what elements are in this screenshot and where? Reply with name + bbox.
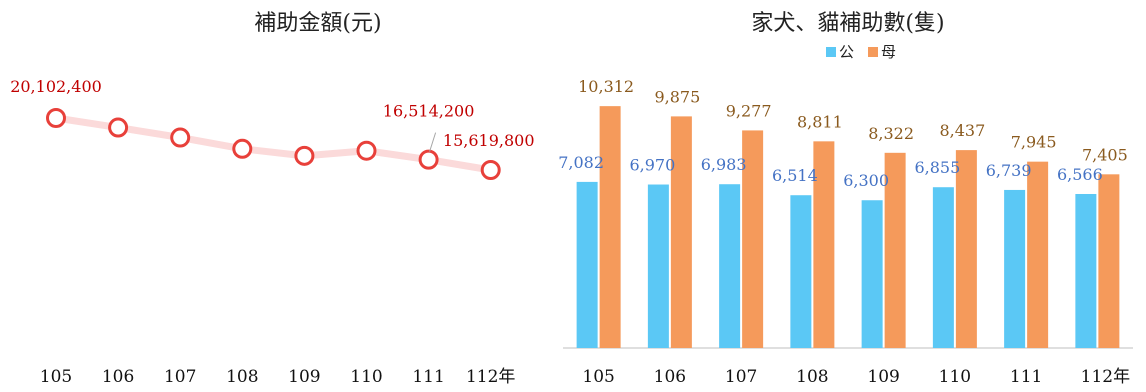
data-label-leader-line [429,132,437,152]
bar [599,106,621,349]
bar [647,184,669,348]
line-point [46,108,66,128]
line-point [232,138,253,159]
bar-x-tick-label: 109 [867,367,899,387]
bar [861,200,883,348]
line-x-axis-ticks: 105 106 107 108 109 110 111 112年 [40,367,516,387]
bar [670,116,692,349]
bar-data-label: 6,970 [629,156,675,175]
line-point [418,149,439,170]
bar [932,187,954,348]
line-series-group [46,108,501,180]
bar-data-label: 8,811 [797,112,843,131]
bar [1027,161,1049,348]
line-chart-title: 補助金額(元) [254,11,381,36]
line-point [480,160,501,180]
line-x-tick-label: 109 [288,367,320,387]
bar-chart-title: 家犬、貓補助數(隻) [751,11,944,36]
subsidy-line [52,114,495,174]
line-x-tick-label: 112年 [466,367,515,387]
line-x-tick-label: 107 [164,367,196,387]
bar-data-labels: 7,082 10,312 6,970 9,875 6,983 9,277 6,514 8,81… [558,77,1128,190]
legend-swatch [868,47,878,57]
legend-label: 公 [839,43,854,61]
line-point [170,127,191,148]
bar [955,150,977,348]
bars-group [576,106,1120,349]
bar-data-label: 6,739 [986,161,1032,180]
line-data-label: 15,619,800 [443,131,535,150]
bar-x-tick-label: 112年 [1081,367,1130,387]
bar-data-label: 6,855 [914,158,960,177]
bar [790,195,812,348]
pet-count-chart: 家犬、貓補助數(隻) 公母 7,08210,3126,9709,8756,983… [558,11,1133,387]
bar-legend: 公母 [826,43,896,61]
bar-data-label: 6,514 [772,166,818,185]
bar [1098,174,1120,348]
bar-data-label: 7,945 [1011,133,1057,152]
bar-x-tick-label: 108 [796,367,828,387]
bar-data-label: 6,983 [701,155,747,174]
bar-x-tick-label: 105 [582,367,614,387]
line-x-tick-label: 111 [412,367,444,387]
bar-x-tick-label: 111 [1010,367,1042,387]
line-x-tick-label: 108 [226,367,258,387]
bar-data-label: 6,300 [843,171,889,190]
bar-x-tick-label: 110 [939,367,971,387]
line-data-label: 20,102,400 [10,77,102,96]
bar-x-tick-label: 106 [654,367,686,387]
line-x-tick-label: 105 [40,367,72,387]
line-point [108,117,129,138]
bar-x-tick-label: 107 [725,367,757,387]
bar-data-label: 6,566 [1057,165,1103,184]
bar [813,141,835,348]
bar-data-label: 8,437 [939,121,985,140]
line-point [356,140,377,161]
bar-data-label: 8,322 [868,124,914,143]
subsidy-amount-chart: 補助金額(元) 105 106 107 108 109 110 111 112年 20,102… [10,11,534,387]
bar-x-axis-ticks: 105 106 107 108 109 110 111 112年 [582,367,1130,387]
line-point [294,145,315,166]
legend-label: 母 [881,43,896,61]
bar [719,184,741,348]
bar-data-label: 9,277 [726,101,772,120]
line-x-tick-label: 106 [102,367,134,387]
line-data-label: 16,514,200 [383,102,475,121]
bar [742,130,764,348]
bar [1004,189,1026,348]
bar [576,181,598,348]
bar-data-label: 9,875 [654,87,700,106]
line-data-labels: 20,102,400 16,514,200 15,619,800 [10,77,535,152]
line-x-tick-label: 110 [350,367,382,387]
bar-data-label: 7,082 [558,153,604,172]
bar-data-label: 7,405 [1082,145,1128,164]
legend-swatch [826,47,836,57]
bar [1075,193,1097,348]
bar [884,152,906,348]
bar-data-label: 10,312 [578,77,634,96]
